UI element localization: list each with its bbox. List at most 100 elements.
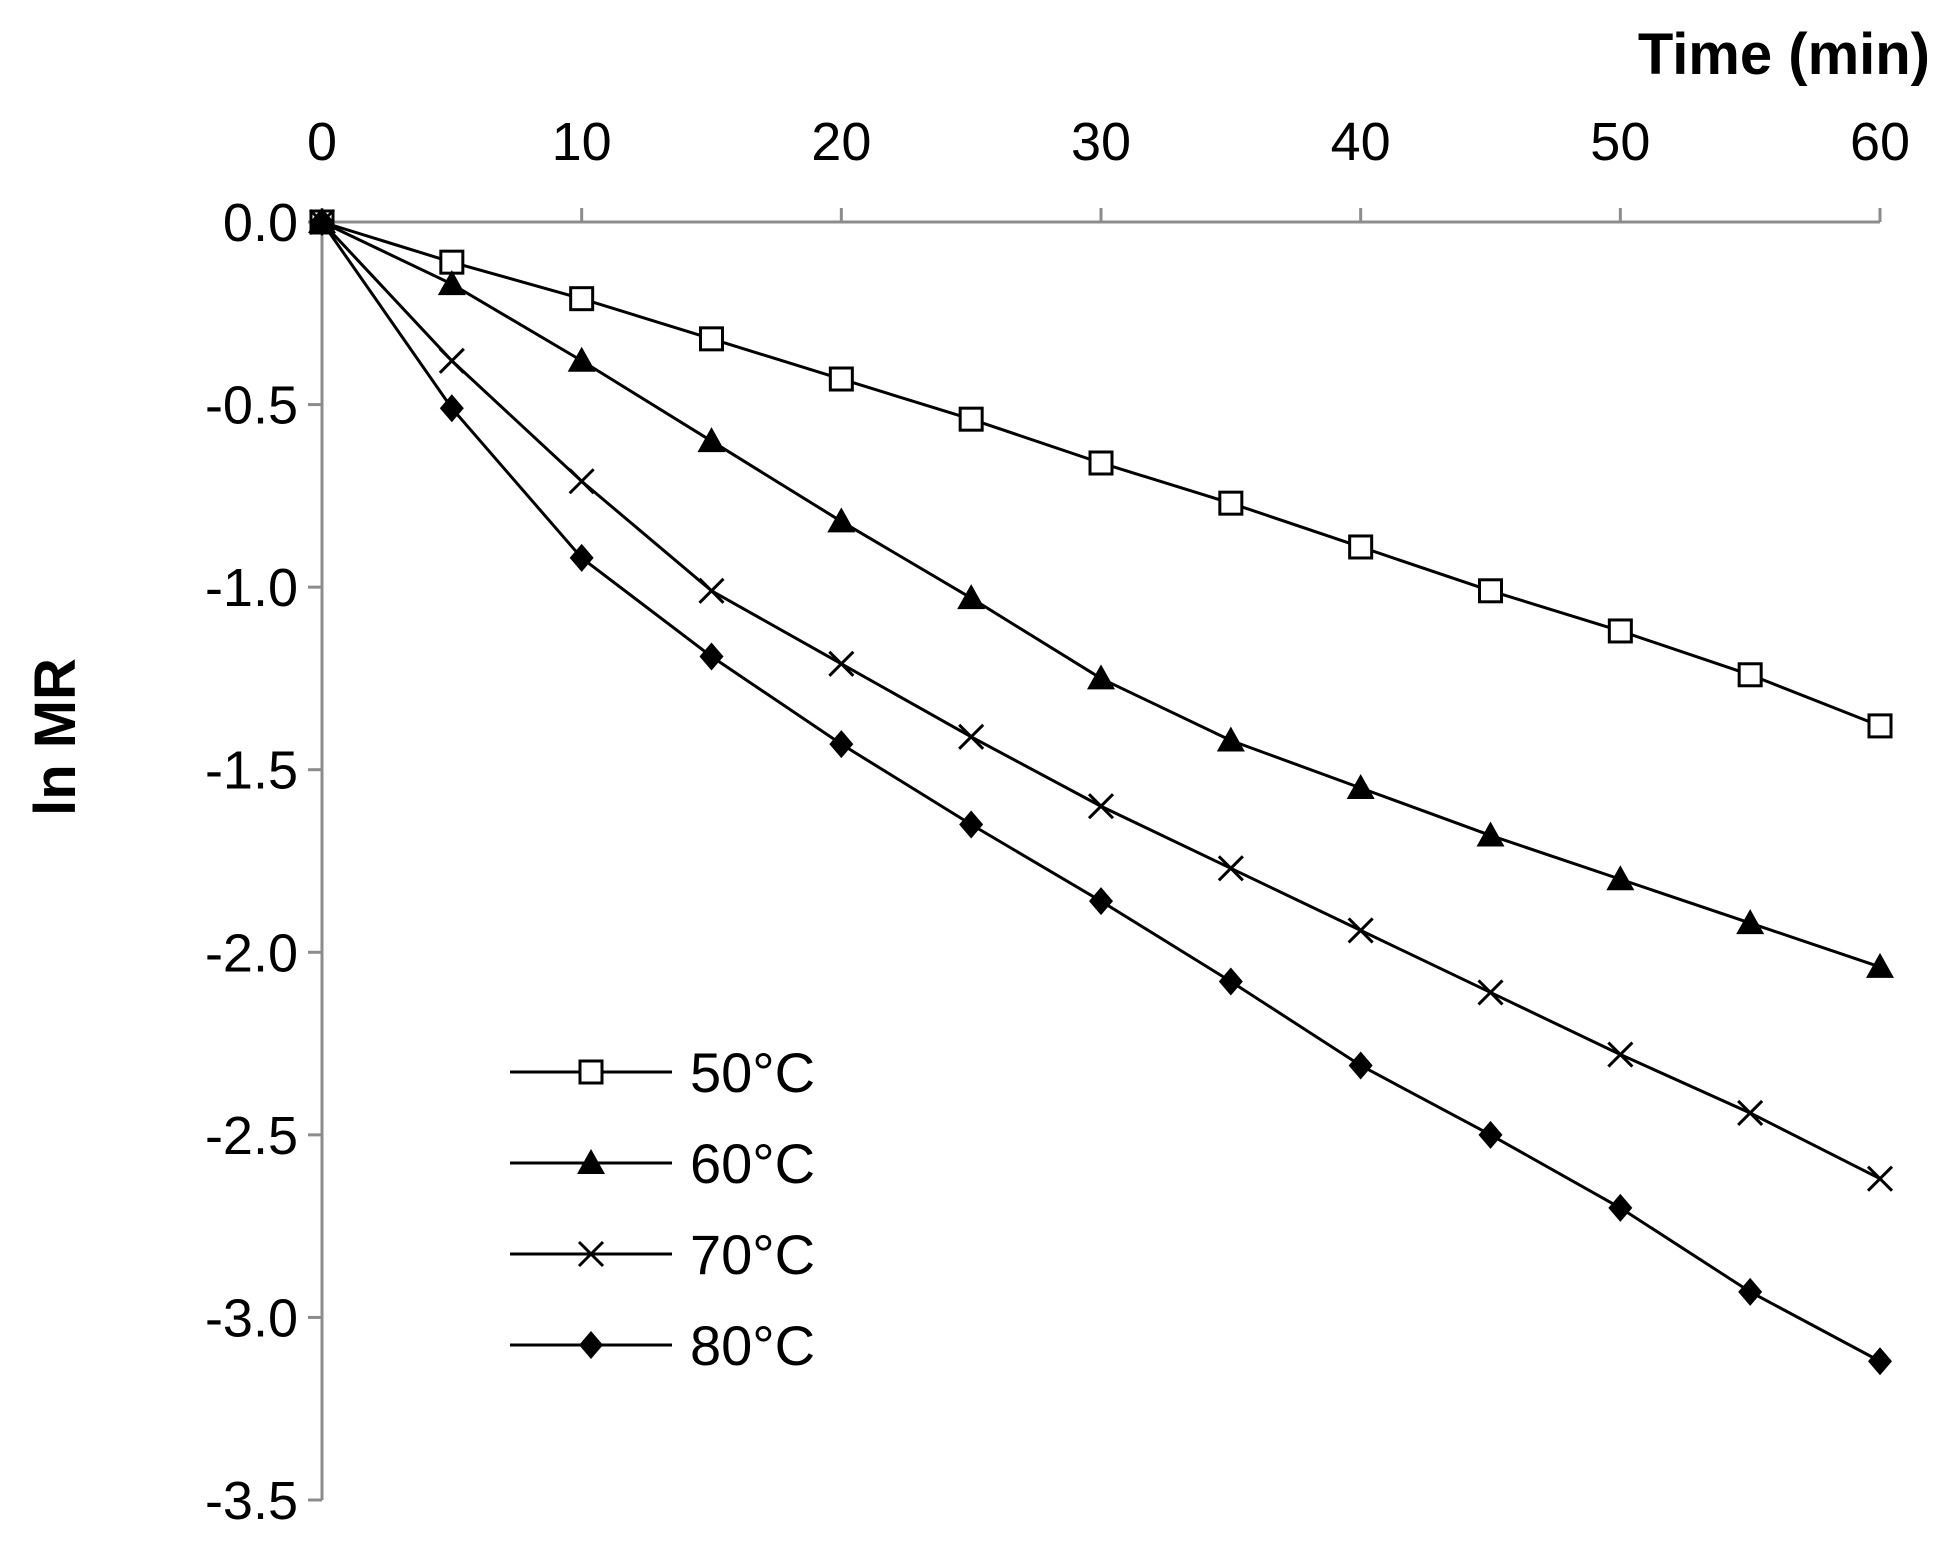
data-point bbox=[828, 650, 855, 677]
triangle-marker-shape bbox=[697, 427, 726, 453]
x-tick-label: 50 bbox=[1590, 112, 1650, 172]
x-marker-stroke bbox=[958, 723, 985, 750]
series-markers-80°C bbox=[310, 208, 1892, 1376]
legend-label: 60°C bbox=[690, 1132, 815, 1195]
x-marker-stroke bbox=[1087, 793, 1115, 820]
data-point bbox=[1348, 534, 1374, 560]
triangle-marker-shape bbox=[577, 1149, 605, 1174]
triangle-marker-shape bbox=[827, 507, 856, 533]
diamond-marker-shape bbox=[439, 394, 464, 423]
diamond-marker-shape bbox=[310, 208, 334, 236]
x-tick-label: 10 bbox=[552, 112, 612, 172]
data-point bbox=[958, 723, 985, 750]
x-marker-stroke bbox=[1737, 1099, 1764, 1127]
square-marker-shape bbox=[1867, 713, 1893, 739]
diamond-marker-shape bbox=[569, 543, 594, 572]
data-point bbox=[1606, 865, 1635, 891]
legend-marker bbox=[577, 1240, 605, 1268]
data-point bbox=[1476, 821, 1505, 847]
data-point bbox=[1478, 578, 1503, 604]
data-point bbox=[1218, 967, 1243, 996]
data-point bbox=[1087, 664, 1115, 690]
square-marker-shape bbox=[828, 366, 854, 392]
legend: 50°C 60°C 70°C 80°C bbox=[510, 1041, 815, 1377]
data-point bbox=[827, 507, 856, 533]
data-point bbox=[1346, 773, 1375, 799]
data-point bbox=[1607, 1041, 1634, 1068]
x-marker-stroke bbox=[1866, 1165, 1894, 1192]
legend-marker bbox=[579, 1331, 603, 1359]
square-marker-shape bbox=[1348, 534, 1374, 560]
square-marker-shape bbox=[1478, 578, 1503, 604]
legend-item: 70°C bbox=[510, 1223, 815, 1286]
data-point bbox=[569, 543, 594, 572]
diamond-marker-shape bbox=[1478, 1120, 1503, 1149]
x-tick-label: 60 bbox=[1850, 112, 1910, 172]
data-point bbox=[1477, 979, 1504, 1006]
y-tick-label: -2.0 bbox=[205, 923, 298, 983]
data-point bbox=[1217, 855, 1244, 882]
legend-marker bbox=[578, 1059, 604, 1085]
data-point bbox=[1087, 793, 1115, 820]
data-point bbox=[958, 406, 984, 432]
diamond-marker-shape bbox=[829, 730, 854, 759]
diamond-marker-shape bbox=[1348, 1051, 1373, 1080]
square-marker-shape bbox=[1218, 490, 1244, 516]
legend-item: 80°C bbox=[510, 1314, 815, 1377]
y-axis-title: ln MR bbox=[23, 658, 88, 816]
y-tick-label: -3.5 bbox=[205, 1471, 298, 1531]
series-line bbox=[320, 221, 1881, 1363]
diamond-marker-shape bbox=[1608, 1193, 1633, 1222]
data-point bbox=[1478, 1120, 1503, 1149]
y-tick-label: -3.0 bbox=[205, 1288, 298, 1348]
square-marker-shape bbox=[958, 406, 984, 432]
data-point bbox=[437, 270, 466, 296]
triangle-marker-shape bbox=[437, 270, 466, 296]
data-point bbox=[567, 346, 596, 372]
legend-item: 50°C bbox=[510, 1041, 815, 1104]
series-line bbox=[320, 220, 1881, 1181]
legend-marker bbox=[577, 1149, 605, 1174]
series-70°C bbox=[320, 220, 1881, 1181]
square-marker-shape bbox=[699, 326, 724, 352]
data-point bbox=[1608, 1193, 1633, 1222]
data-point bbox=[569, 286, 595, 312]
data-point bbox=[959, 810, 984, 839]
data-point bbox=[1088, 450, 1114, 476]
data-point bbox=[828, 366, 854, 392]
legend-label: 50°C bbox=[690, 1041, 815, 1104]
square-marker-shape bbox=[1607, 618, 1633, 644]
data-point bbox=[1348, 1051, 1373, 1080]
x-marker-stroke bbox=[1477, 979, 1504, 1006]
triangle-marker-shape bbox=[957, 584, 986, 610]
data-point bbox=[1737, 1099, 1764, 1127]
y-tick-label: 0.0 bbox=[223, 193, 298, 253]
data-point bbox=[568, 468, 595, 495]
triangle-marker-shape bbox=[1866, 952, 1894, 978]
triangle-marker-shape bbox=[1736, 909, 1765, 935]
square-marker-shape bbox=[569, 286, 595, 312]
data-point bbox=[1216, 726, 1245, 752]
data-point bbox=[439, 249, 465, 275]
diamond-marker-shape bbox=[699, 642, 724, 671]
x-tick-label: 30 bbox=[1071, 112, 1131, 172]
x-axis-title: Time (min) bbox=[1638, 22, 1930, 87]
diamond-marker-shape bbox=[1738, 1277, 1763, 1306]
diamond-marker-shape bbox=[1868, 1347, 1892, 1376]
x-marker-stroke bbox=[1217, 855, 1244, 882]
triangle-marker-shape bbox=[1216, 726, 1245, 752]
series-80°C bbox=[320, 221, 1881, 1363]
square-marker-shape bbox=[1737, 662, 1763, 688]
data-point bbox=[1089, 887, 1113, 916]
legend-item: 60°C bbox=[510, 1132, 815, 1195]
data-point bbox=[699, 326, 724, 352]
x-marker-stroke bbox=[438, 347, 465, 374]
series-60°C bbox=[321, 220, 1881, 969]
data-point bbox=[1868, 1347, 1892, 1376]
legend-label: 70°C bbox=[690, 1223, 815, 1286]
square-marker-shape bbox=[578, 1059, 604, 1085]
diamond-marker-shape bbox=[1089, 887, 1113, 916]
data-point bbox=[957, 584, 986, 610]
